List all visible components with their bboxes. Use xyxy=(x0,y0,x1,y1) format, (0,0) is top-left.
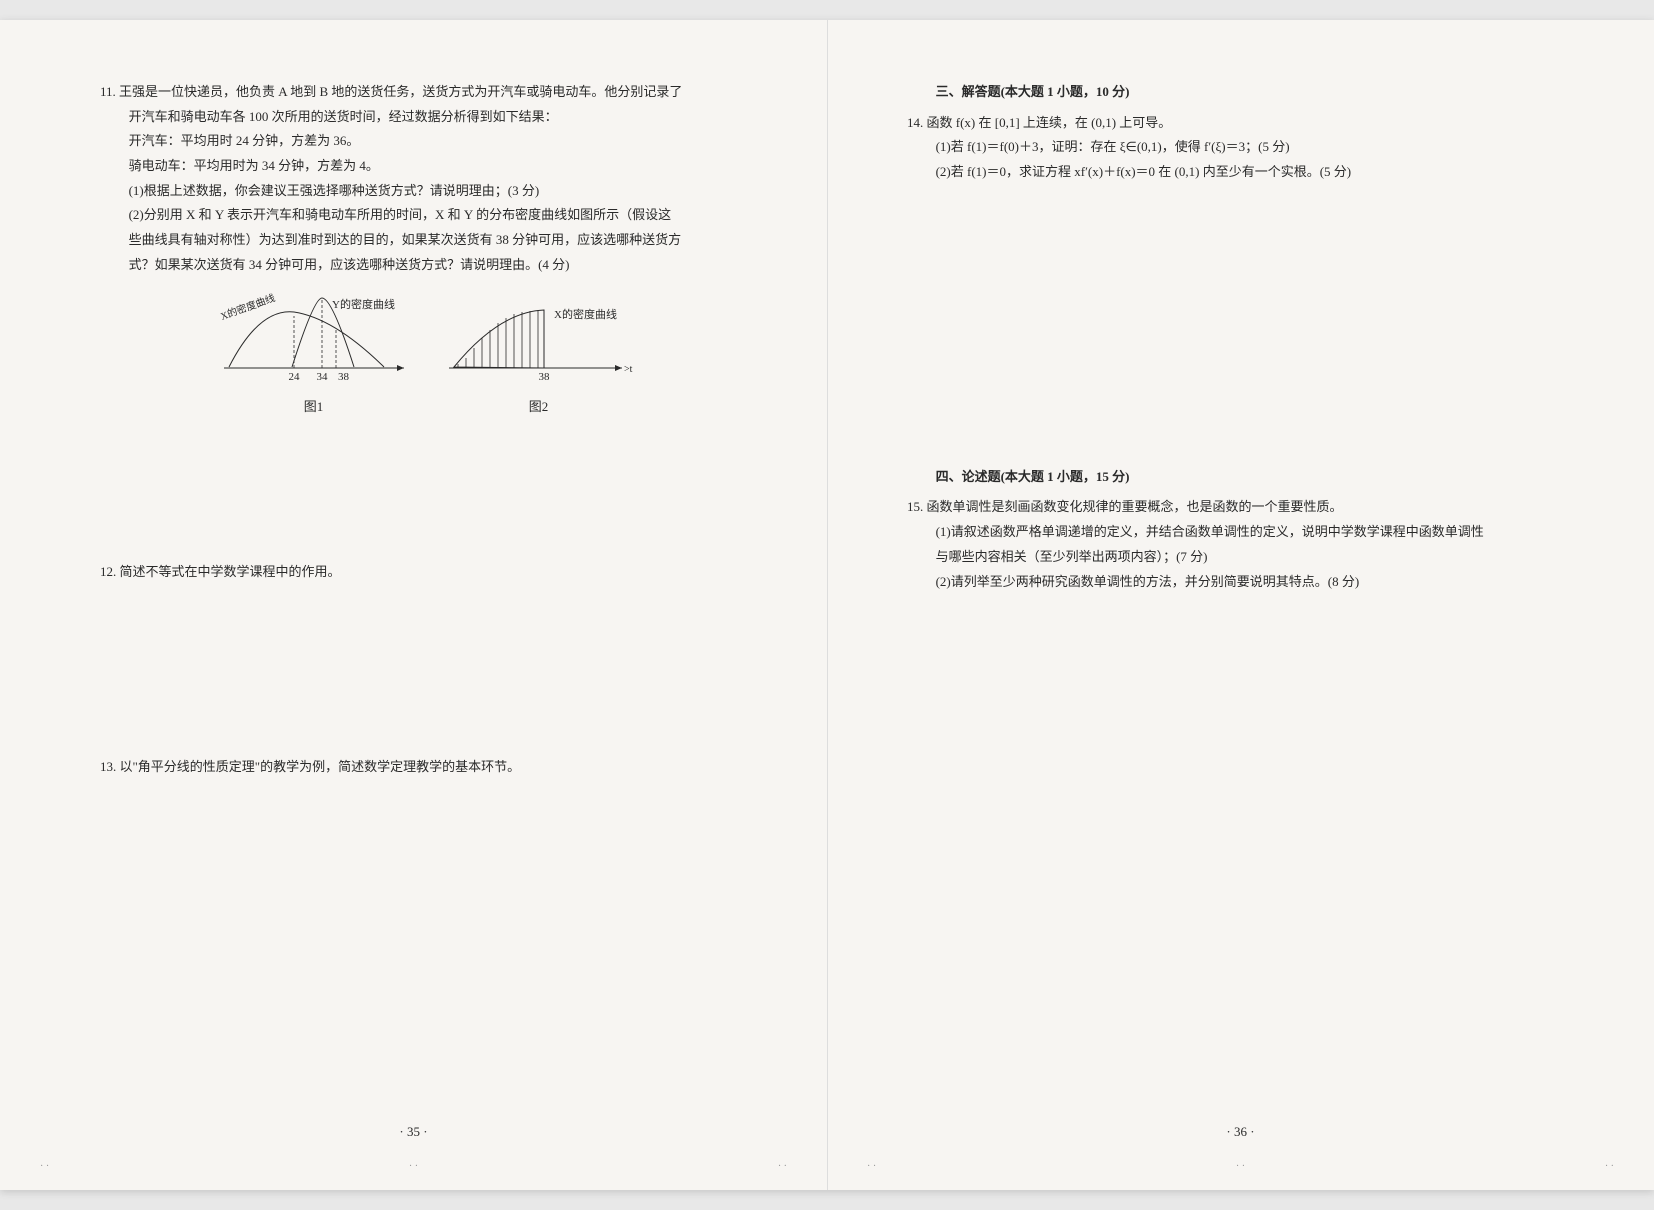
footer-dots-right: · ·· ·· · xyxy=(827,1161,1654,1172)
fig2-x-label: X的密度曲线 xyxy=(554,307,617,321)
q11-line2: 开汽车和骑电动车各 100 次所用的送货时间，经过数据分析得到如下结果： xyxy=(100,105,747,130)
fig2-axis-end: >t xyxy=(624,364,633,375)
q15-line3: 与哪些内容相关（至少列举出两项内容）；(7 分) xyxy=(907,545,1554,570)
q13-text: 以"角平分线的性质定理"的教学为例，简述数学定理教学的基本环节。 xyxy=(120,759,521,774)
fig2-tick-38: 38 xyxy=(538,371,550,383)
q11-line8: 式？如果某次送货有 34 分钟可用，应该选哪种送货方式？请说明理由。(4 分) xyxy=(100,253,747,278)
q14-line2: (1)若 f(1)＝f(0)＋3，证明：存在 ξ∈(0,1)，使得 f′(ξ)＝… xyxy=(907,135,1554,160)
figure-2: 38 >t X的密度曲线 图2 xyxy=(444,290,634,420)
footer-dots-left: · ·· ·· · xyxy=(0,1161,827,1172)
question-13: 13. 以"角平分线的性质定理"的教学为例，简述数学定理教学的基本环节。 xyxy=(100,755,747,780)
figure-1-svg: 24 34 38 X的密度曲线 Y的密度曲线 xyxy=(214,290,414,385)
q11-line5: (1)根据上述数据，你会建议王强选择哪种送货方式？请说明理由；(3 分) xyxy=(100,179,747,204)
fig1-tick-34: 34 xyxy=(316,371,328,383)
fig1-tick-24: 24 xyxy=(288,371,300,383)
q11-line3: 开汽车：平均用时 24 分钟，方差为 36。 xyxy=(100,129,747,154)
q12-text: 简述不等式在中学数学课程中的作用。 xyxy=(120,564,341,579)
figure-2-svg: 38 >t X的密度曲线 xyxy=(444,290,634,385)
q15-line4: (2)请列举至少两种研究函数单调性的方法，并分别简要说明其特点。(8 分) xyxy=(907,570,1554,595)
q15-line2: (1)请叙述函数严格单调递增的定义，并结合函数单调性的定义，说明中学数学课程中函… xyxy=(907,520,1554,545)
page-number-left: · 35 · xyxy=(0,1124,827,1140)
page-left: 11. 王强是一位快递员，他负责 A 地到 B 地的送货任务，送货方式为开汽车或… xyxy=(0,20,827,1190)
section-4: 四、论述题(本大题 1 小题，15 分) 15. 函数单调性是刻画函数变化规律的… xyxy=(907,465,1554,594)
q11-line7: 些曲线具有轴对称性）为达到准时到达的目的，如果某次送货有 38 分钟可用，应该选… xyxy=(100,228,747,253)
q11-figures: 24 34 38 X的密度曲线 Y的密度曲线 图1 xyxy=(100,290,747,420)
question-11: 11. 王强是一位快递员，他负责 A 地到 B 地的送货任务，送货方式为开汽车或… xyxy=(100,80,747,420)
q11-line6: (2)分别用 X 和 Y 表示开汽车和骑电动车所用的时间，X 和 Y 的分布密度… xyxy=(100,203,747,228)
page-right: 三、解答题(本大题 1 小题，10 分) 14. 函数 f(x) 在 [0,1]… xyxy=(827,20,1654,1190)
fig1-y-label: Y的密度曲线 xyxy=(332,297,395,311)
page-number-right: · 36 · xyxy=(827,1124,1654,1140)
page-spread: 11. 王强是一位快递员，他负责 A 地到 B 地的送货任务，送货方式为开汽车或… xyxy=(0,20,1654,1190)
section-4-title: 四、论述题(本大题 1 小题，15 分) xyxy=(907,465,1554,490)
q15-number: 15. xyxy=(907,499,923,514)
q13-number: 13. xyxy=(100,759,116,774)
q15-line1: 函数单调性是刻画函数变化规律的重要概念，也是函数的一个重要性质。 xyxy=(927,499,1343,514)
q14-line1: 函数 f(x) 在 [0,1] 上连续，在 (0,1) 上可导。 xyxy=(927,115,1172,130)
question-12: 12. 简述不等式在中学数学课程中的作用。 xyxy=(100,560,747,585)
q11-line4: 骑电动车：平均用时为 34 分钟，方差为 4。 xyxy=(100,154,747,179)
q14-number: 14. xyxy=(907,115,923,130)
fig1-caption: 图1 xyxy=(214,395,414,420)
q12-number: 12. xyxy=(100,564,116,579)
fig1-tick-38: 38 xyxy=(338,371,350,383)
q14-line3: (2)若 f(1)＝0，求证方程 xf′(x)＋f(x)＝0 在 (0,1) 内… xyxy=(907,160,1554,185)
q11-number: 11. xyxy=(100,84,116,99)
section-3: 三、解答题(本大题 1 小题，10 分) 14. 函数 f(x) 在 [0,1]… xyxy=(907,80,1554,185)
figure-1: 24 34 38 X的密度曲线 Y的密度曲线 图1 xyxy=(214,290,414,420)
fig2-caption: 图2 xyxy=(444,395,634,420)
q11-line1: 王强是一位快递员，他负责 A 地到 B 地的送货任务，送货方式为开汽车或骑电动车… xyxy=(119,84,682,99)
section-3-title: 三、解答题(本大题 1 小题，10 分) xyxy=(907,80,1554,105)
